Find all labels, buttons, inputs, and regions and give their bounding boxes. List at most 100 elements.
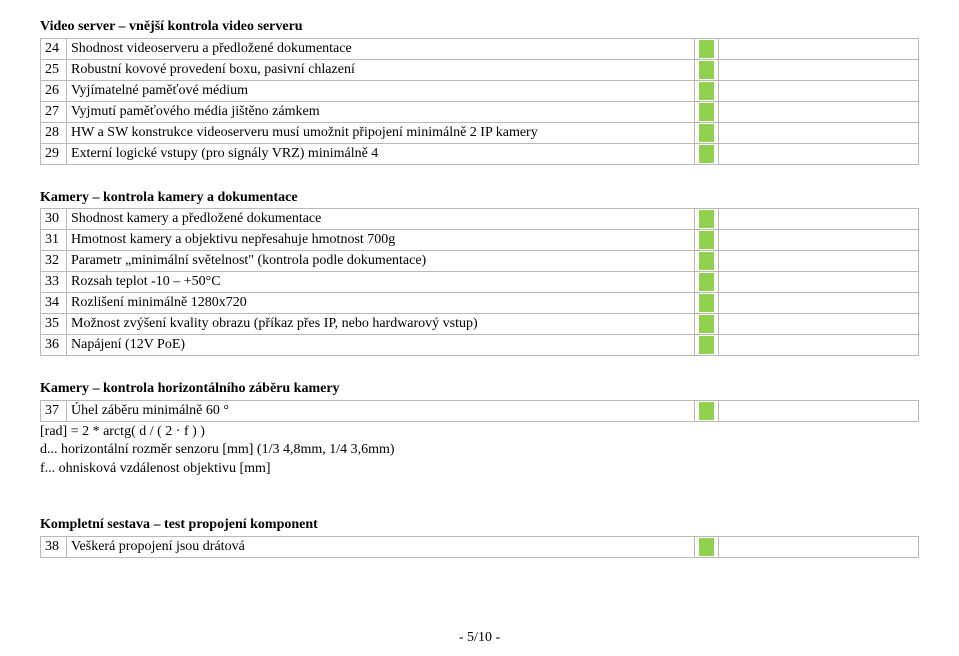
mark-fill (699, 210, 714, 228)
mark-fill (699, 40, 714, 58)
row-number: 24 (41, 38, 67, 59)
table-row: 34 Rozlišení minimálně 1280x720 (41, 293, 919, 314)
row-number: 25 (41, 59, 67, 80)
table-row: 30 Shodnost kamery a předložené dokument… (41, 209, 919, 230)
row-number: 26 (41, 80, 67, 101)
row-number: 32 (41, 251, 67, 272)
row-mark (695, 80, 719, 101)
table-row: 24 Shodnost videoserveru a předložené do… (41, 38, 919, 59)
row-mark (695, 400, 719, 421)
table-row: 37 Úhel záběru minimálně 60 ° (41, 400, 919, 421)
mark-fill (699, 294, 714, 312)
row-mark (695, 335, 719, 356)
mark-fill (699, 315, 714, 333)
table-kamery-zaber: 37 Úhel záběru minimálně 60 ° (40, 400, 919, 422)
table-row: 31 Hmotnost kamery a objektivu nepřesahu… (41, 230, 919, 251)
row-label: Externí logické vstupy (pro signály VRZ)… (67, 143, 695, 164)
section-heading-kamery-dokumentace: Kamery – kontrola kamery a dokumentace (40, 189, 919, 207)
mark-fill (699, 103, 714, 121)
row-note (719, 38, 919, 59)
row-mark (695, 38, 719, 59)
row-mark (695, 59, 719, 80)
mark-fill (699, 145, 714, 163)
row-number: 28 (41, 122, 67, 143)
row-label: Vyjmutí paměťového média jištěno zámkem (67, 101, 695, 122)
row-note (719, 272, 919, 293)
table-row: 36 Napájení (12V PoE) (41, 335, 919, 356)
row-number: 31 (41, 230, 67, 251)
table-kamery-dokumentace: 30 Shodnost kamery a předložené dokument… (40, 208, 919, 356)
mark-fill (699, 252, 714, 270)
table-video-server: 24 Shodnost videoserveru a předložené do… (40, 38, 919, 165)
section-heading-kamery-zaber: Kamery – kontrola horizontálního záběru … (40, 380, 919, 398)
row-label: Parametr „minimální světelnost" (kontrol… (67, 251, 695, 272)
row-number: 37 (41, 400, 67, 421)
row-mark (695, 143, 719, 164)
row-note (719, 230, 919, 251)
row-label: Rozlišení minimálně 1280x720 (67, 293, 695, 314)
row-note (719, 209, 919, 230)
mark-fill (699, 402, 714, 420)
table-row: 33 Rozsah teplot -10 – +50°C (41, 272, 919, 293)
section-heading-video-server: Video server – vnější kontrola video ser… (40, 18, 919, 36)
table-row: 28 HW a SW konstrukce videoserveru musí … (41, 122, 919, 143)
row-mark (695, 251, 719, 272)
section-heading-kompletni-sestava: Kompletní sestava – test propojení kompo… (40, 516, 919, 534)
row-number: 30 (41, 209, 67, 230)
row-label: Robustní kovové provedení boxu, pasivní … (67, 59, 695, 80)
row-note (719, 143, 919, 164)
table-row: 32 Parametr „minimální světelnost" (kont… (41, 251, 919, 272)
row-label: Vyjímatelné paměťové médium (67, 80, 695, 101)
mark-fill (699, 538, 714, 556)
table-row: 29 Externí logické vstupy (pro signály V… (41, 143, 919, 164)
row-mark (695, 230, 719, 251)
row-note (719, 536, 919, 557)
table-row: 27 Vyjmutí paměťového média jištěno zámk… (41, 101, 919, 122)
row-label: Shodnost videoserveru a předložené dokum… (67, 38, 695, 59)
row-number: 36 (41, 335, 67, 356)
row-number: 35 (41, 314, 67, 335)
mark-fill (699, 273, 714, 291)
row-note (719, 122, 919, 143)
mark-fill (699, 336, 714, 354)
row-label: Možnost zvýšení kvality obrazu (příkaz p… (67, 314, 695, 335)
row-mark (695, 209, 719, 230)
formula-line-1: [rad] = 2 * arctg( d / ( 2 · f ) ) (40, 423, 919, 441)
row-label: Napájení (12V PoE) (67, 335, 695, 356)
page-footer: - 5/10 - (0, 629, 959, 647)
mark-fill (699, 61, 714, 79)
row-label: HW a SW konstrukce videoserveru musí umo… (67, 122, 695, 143)
mark-fill (699, 231, 714, 249)
row-number: 29 (41, 143, 67, 164)
row-note (719, 293, 919, 314)
row-mark (695, 536, 719, 557)
table-row: 25 Robustní kovové provedení boxu, pasiv… (41, 59, 919, 80)
row-number: 38 (41, 536, 67, 557)
table-row: 38 Veškerá propojení jsou drátová (41, 536, 919, 557)
row-mark (695, 293, 719, 314)
row-mark (695, 122, 719, 143)
table-row: 35 Možnost zvýšení kvality obrazu (příka… (41, 314, 919, 335)
row-note (719, 59, 919, 80)
row-mark (695, 101, 719, 122)
row-label: Veškerá propojení jsou drátová (67, 536, 695, 557)
row-note (719, 251, 919, 272)
row-note (719, 80, 919, 101)
row-label: Shodnost kamery a předložené dokumentace (67, 209, 695, 230)
row-number: 33 (41, 272, 67, 293)
row-mark (695, 314, 719, 335)
mark-fill (699, 124, 714, 142)
row-label: Úhel záběru minimálně 60 ° (67, 400, 695, 421)
row-note (719, 314, 919, 335)
table-kompletni-sestava: 38 Veškerá propojení jsou drátová (40, 536, 919, 558)
table-row: 26 Vyjímatelné paměťové médium (41, 80, 919, 101)
row-label: Hmotnost kamery a objektivu nepřesahuje … (67, 230, 695, 251)
formula-line-2: d... horizontální rozměr senzoru [mm] (1… (40, 441, 919, 459)
row-note (719, 400, 919, 421)
row-label: Rozsah teplot -10 – +50°C (67, 272, 695, 293)
row-number: 27 (41, 101, 67, 122)
formula-line-3: f... ohnisková vzdálenost objektivu [mm] (40, 460, 919, 478)
row-number: 34 (41, 293, 67, 314)
mark-fill (699, 82, 714, 100)
row-note (719, 101, 919, 122)
